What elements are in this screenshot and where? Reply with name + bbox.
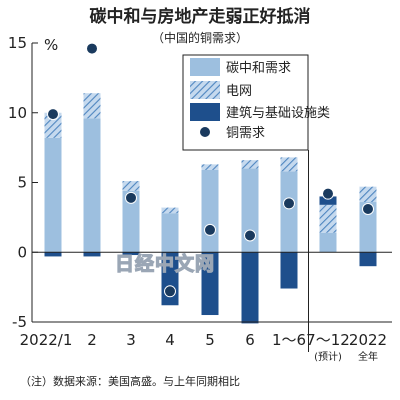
bar-carbon (201, 169, 219, 253)
legend-swatch-construction (190, 103, 220, 121)
bar-carbon (280, 171, 298, 253)
bar-grid (201, 164, 219, 170)
bar-grid (280, 157, 298, 172)
bar-carbon (122, 190, 140, 253)
bar-construction (44, 252, 62, 257)
bar-construction (280, 252, 298, 289)
x-tick-label: 6 (245, 331, 255, 349)
bar-construction (83, 252, 101, 257)
bar-construction (319, 196, 337, 205)
y-tick-label: 15 (8, 34, 27, 52)
bar-carbon (319, 232, 337, 253)
bar-grid (83, 93, 101, 119)
legend-label-construction: 建筑与基础设施类 (226, 105, 330, 121)
copper-dot (362, 203, 374, 216)
x-tick-label: 1～6 (272, 331, 306, 349)
y-axis-ticks: -5 0 5 10 15 (8, 34, 38, 331)
bar-construction (241, 252, 259, 324)
y-tick-label: 0 (17, 243, 27, 261)
chart-subtitle: （中国的铜需求） (152, 30, 248, 45)
copper-dot (204, 223, 216, 236)
x-tick-sublabel: 全年 (358, 350, 378, 363)
watermark: 日经中文网 (115, 252, 215, 275)
bar-grid (122, 181, 140, 191)
legend-swatch-carbon (190, 58, 220, 76)
legend-swatch-copper (199, 126, 211, 138)
bar-grid (319, 204, 337, 233)
axes (31, 43, 392, 352)
x-tick-sublabel: (预计) (314, 350, 342, 363)
copper-dots (47, 42, 374, 298)
bar-grid (44, 112, 62, 138)
copper-dot (86, 42, 98, 55)
legend-swatch-grid (190, 81, 220, 99)
bar-construction (359, 252, 377, 267)
x-tick-label: 2 (87, 331, 97, 349)
x-tick-label: 4 (165, 331, 175, 349)
bar-construction (122, 252, 140, 256)
copper-dot (47, 108, 59, 121)
bar-construction (201, 252, 219, 316)
legend-label-copper: 铜需求 (226, 126, 265, 141)
bar-carbon (44, 137, 62, 253)
chart-title: 碳中和与房地产走弱正好抵消 (90, 6, 311, 27)
bar-grid (241, 160, 259, 169)
bar-carbon (161, 213, 179, 253)
x-tick-label: 2022 (349, 331, 387, 349)
copper-dot (283, 197, 295, 210)
bar-grid (161, 207, 179, 214)
y-unit-label: % (44, 36, 58, 54)
bar-carbon (83, 118, 101, 253)
bars (44, 93, 377, 324)
footnote: （注）数据来源：美国高盛。与上年同期相比 (20, 374, 240, 388)
y-tick-label: 5 (17, 174, 27, 192)
bar-carbon (359, 202, 377, 253)
copper-dot (125, 191, 137, 204)
copper-dot (322, 187, 334, 200)
copper-dot (244, 229, 256, 242)
legend: 碳中和需求 电网 建筑与基础设施类 铜需求 (182, 54, 330, 151)
y-tick-label: 10 (8, 104, 27, 122)
y-tick-label: -5 (12, 313, 27, 331)
x-tick-label: 5 (205, 331, 215, 349)
legend-label-grid: 电网 (226, 84, 252, 99)
copper-dot (164, 285, 176, 298)
x-tick-label: 3 (126, 331, 136, 349)
x-tick-label: 2022/1 (20, 331, 73, 349)
x-tick-label: 7～12 (306, 331, 350, 349)
legend-label-carbon: 碳中和需求 (226, 61, 291, 76)
bar-grid (359, 186, 377, 203)
